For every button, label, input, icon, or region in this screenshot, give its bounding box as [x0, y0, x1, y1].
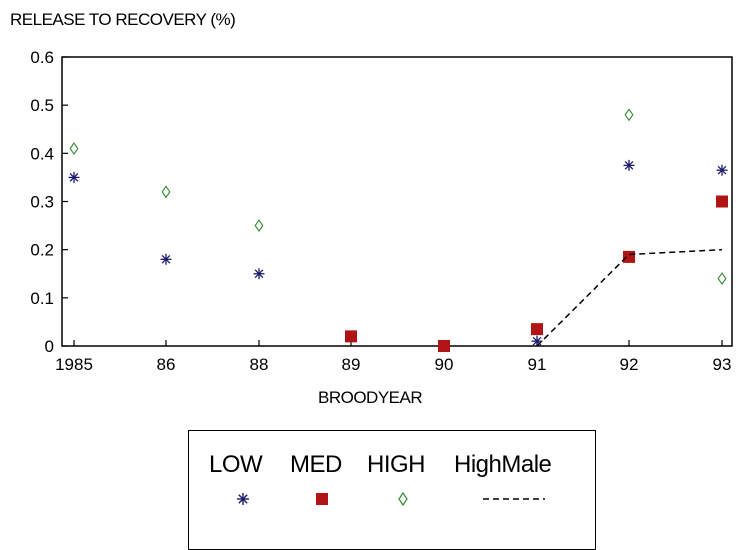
point-high — [162, 186, 170, 197]
x-tick-label: 1985 — [55, 355, 93, 374]
legend-marker-highmale — [479, 489, 549, 509]
point-med — [531, 323, 543, 335]
x-tick-label: 86 — [157, 355, 176, 374]
x-tick-label: 88 — [250, 355, 269, 374]
series-line-highmale — [537, 250, 722, 346]
y-axis-label: RELEASE TO RECOVERY (%) — [10, 10, 235, 30]
x-axis: 1985 86 88 89 90 91 92 93 — [55, 340, 731, 374]
point-high — [70, 143, 78, 154]
y-tick-label: 0.6 — [30, 48, 54, 67]
point-low — [69, 172, 80, 183]
point-low — [161, 254, 172, 265]
point-med — [716, 196, 728, 208]
y-tick-label: 0.1 — [30, 289, 54, 308]
y-tick-label: 0.5 — [30, 96, 54, 115]
point-high — [718, 273, 726, 284]
x-tick-label: 89 — [342, 355, 361, 374]
legend-label-low: LOW — [209, 451, 262, 479]
legend-label-med: MED — [290, 451, 342, 479]
point-low — [254, 268, 265, 279]
x-tick-label: 93 — [713, 355, 732, 374]
plot-border — [62, 57, 732, 346]
legend: LOW MED HIGH HighMale — [188, 430, 596, 550]
point-high — [625, 109, 633, 120]
point-low — [624, 160, 635, 171]
legend-label-high: HIGH — [367, 451, 425, 479]
x-tick-label: 92 — [620, 355, 639, 374]
legend-marker-low — [233, 489, 253, 509]
point-med — [438, 340, 450, 352]
legend-marker-med — [312, 489, 332, 509]
y-tick-label: 0.4 — [30, 144, 54, 163]
point-med — [345, 330, 357, 342]
plot-frame — [62, 57, 732, 346]
point-med — [623, 251, 635, 263]
point-low — [717, 165, 728, 176]
legend-marker-high — [393, 489, 413, 509]
point-high — [255, 220, 263, 231]
legend-label-highmale: HighMale — [454, 451, 551, 479]
x-tick-label: 90 — [435, 355, 454, 374]
x-axis-label: BROODYEAR — [318, 388, 422, 408]
y-tick-label: 0.3 — [30, 193, 54, 212]
y-tick-label: 0.2 — [30, 241, 54, 260]
series-layer — [69, 109, 729, 352]
y-tick-label: 0 — [45, 337, 54, 356]
x-tick-label: 91 — [528, 355, 547, 374]
